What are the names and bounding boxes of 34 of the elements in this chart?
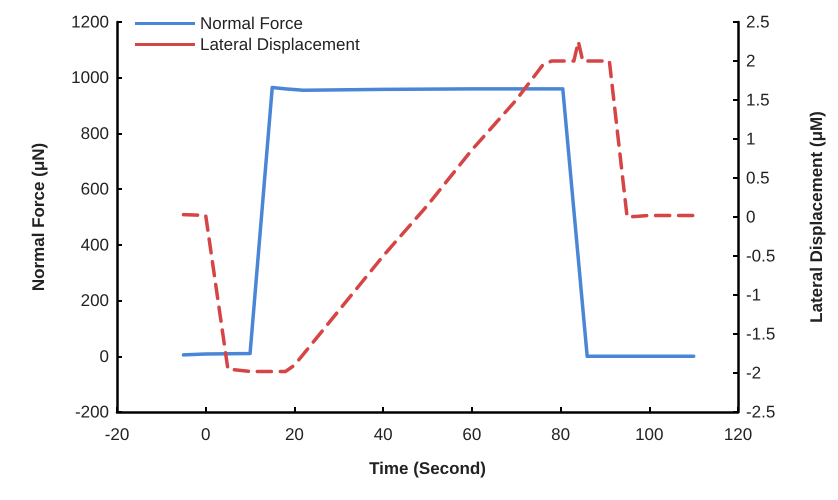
y2-tick-label: 2.5	[746, 12, 770, 32]
y2-tick-label: -1	[746, 286, 762, 304]
y-tick-label: 200	[80, 291, 109, 310]
x-tick-label: 100	[635, 425, 664, 444]
x-tick-label: 20	[284, 425, 304, 444]
y-tick-label: 1200	[71, 12, 109, 32]
y2-tick-label: 1.5	[746, 90, 770, 110]
y2-tick-label: -2.5	[746, 402, 776, 422]
legend-label: Lateral Displacement	[200, 35, 360, 54]
y-tick-label: 600	[80, 180, 109, 199]
line-series	[182, 86, 696, 358]
x-tick-label: 120	[724, 425, 752, 444]
x-tick-label: 60	[462, 425, 482, 444]
x-tick-label: -20	[104, 425, 130, 444]
x-axis-title: Time (Second)	[369, 459, 486, 478]
y2-tick-label: 2	[746, 52, 756, 70]
y-tick-label: -200	[74, 402, 109, 422]
y2-tick-label: 0	[746, 208, 756, 226]
x-tick-label: 80	[551, 425, 570, 444]
x-tick-label: 0	[200, 425, 210, 444]
line-series	[182, 40, 696, 374]
legend-label: Normal Force	[200, 14, 303, 33]
y2-tick-label: 1	[746, 130, 756, 148]
y-tick-label: 400	[80, 235, 109, 254]
x-tick-label: 40	[374, 425, 393, 444]
y-tick-label: 800	[80, 124, 109, 143]
y2-tick-label: -1.5	[746, 324, 776, 344]
y2-tick-label: -2	[746, 364, 762, 382]
y2-tick-label: 0.5	[746, 168, 770, 188]
y-tick-label: 0	[100, 346, 109, 366]
y2-tick-label: -0.5	[746, 246, 776, 266]
y-tick-label: 1000	[71, 68, 109, 88]
y2-axis-title: Lateral Displacement (μM)	[807, 111, 826, 323]
y-axis-title: Normal Force (μN)	[29, 142, 48, 292]
